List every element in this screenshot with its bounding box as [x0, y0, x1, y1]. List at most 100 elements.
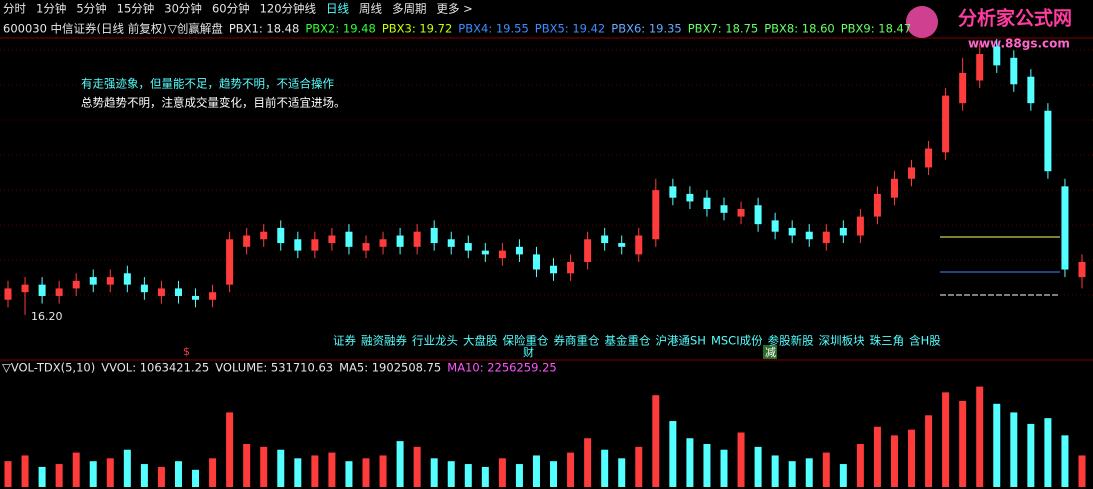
candle-body [72, 280, 80, 289]
volume-bar [345, 461, 353, 487]
toolbar: 分时 1分钟 5分钟 15分钟 30分钟 60分钟 120分钟线 日线 周线 多周期 更多 > [3, 2, 473, 16]
volume-bar [1044, 418, 1052, 487]
volume-bar [601, 449, 609, 487]
candle-body [260, 231, 268, 240]
logo-url: www.88gs.com [968, 37, 1070, 51]
logo-name: 分析家公式网 [958, 7, 1072, 30]
candle-body [174, 288, 182, 296]
toolbar-tab[interactable]: 日线 [326, 2, 349, 16]
volume-bar [430, 458, 438, 487]
candle-body [839, 227, 847, 236]
sector-tag[interactable]: 券商重仓 [554, 334, 600, 348]
volume-bar [243, 443, 251, 487]
candle-body [209, 292, 217, 300]
volume-bar [856, 443, 864, 487]
sector-tag[interactable]: 保险重仓 [503, 334, 549, 348]
sector-tag[interactable]: 融资融券 [361, 334, 407, 348]
sector-tag[interactable]: 大盘股 [463, 334, 498, 348]
candle-body [294, 239, 302, 251]
marker-bg [763, 345, 777, 359]
candle-body [959, 72, 967, 104]
candle-body [584, 239, 592, 262]
candle-body [311, 239, 319, 251]
sector-tag[interactable]: 沪港通SH [656, 334, 706, 348]
volume-bar [226, 412, 234, 487]
candle-body [1027, 76, 1035, 104]
volume-bar [464, 464, 472, 487]
volume-bar [567, 452, 575, 487]
volume-bar [140, 464, 148, 487]
volume-bar [890, 435, 898, 487]
candle-body [788, 227, 796, 236]
candle-body [1078, 261, 1086, 278]
candle-body [737, 209, 745, 217]
volume-bar [771, 455, 779, 487]
toolbar-tab[interactable]: 5分钟 [76, 2, 106, 16]
pbx-value: PBX4: 19.55 [458, 22, 528, 36]
candle-body [873, 193, 881, 217]
candle-body [550, 265, 558, 274]
candle-body [532, 254, 540, 270]
candle-body [123, 273, 131, 285]
candle-body [976, 54, 984, 81]
toolbar-tab[interactable]: 分时 [3, 2, 26, 16]
marker-cai: 财 [523, 345, 534, 359]
pbx-value: PBX3: 19.72 [382, 22, 452, 36]
volume-bar [55, 464, 63, 487]
toolbar-tab[interactable]: 120分钟线 [260, 2, 317, 16]
candle-body [720, 205, 728, 213]
candle-body [89, 277, 97, 285]
candle-body [430, 227, 438, 244]
candle-body [1010, 57, 1018, 85]
volume-bar [532, 455, 540, 487]
sector-tag[interactable]: 含H股 [909, 334, 941, 348]
volume-bar [106, 458, 114, 487]
candle-body [856, 216, 864, 236]
sector-tag[interactable]: MSCI成份 [711, 334, 763, 348]
volume-header: VOLUME: 531710.63 [215, 361, 333, 375]
volume-bar [669, 421, 677, 487]
candle-body [908, 167, 916, 179]
volume-bar [959, 400, 967, 487]
volume-bar [1078, 455, 1086, 487]
volume-bar [294, 458, 302, 487]
volume-bar [123, 449, 131, 487]
volume-bar [1010, 412, 1018, 487]
sector-tag[interactable]: 参股新股 [768, 334, 814, 348]
pbx-value: PBX7: 18.75 [688, 22, 758, 36]
volume-bar [38, 466, 46, 487]
marker-dollar: $ [183, 345, 190, 358]
pbx-value: PBX5: 19.42 [535, 22, 605, 36]
toolbar-tab[interactable]: 1分钟 [36, 2, 66, 16]
volume-bar [21, 455, 29, 487]
toolbar-tab[interactable]: 更多 > [437, 2, 473, 16]
toolbar-tab[interactable]: 周线 [359, 2, 382, 16]
indicator-name[interactable]: ▽创赢解盘 [168, 22, 223, 36]
marker-jian: 减 [765, 346, 776, 359]
toolbar-tab[interactable]: 多周期 [392, 2, 427, 16]
pbx-value: PBX2: 19.48 [305, 22, 375, 36]
volume-header: ▽VOL-TDX(5,10) [2, 361, 95, 375]
volume-bar [396, 441, 404, 487]
candle-body [618, 243, 626, 247]
candle-body [635, 235, 643, 255]
toolbar-tab[interactable]: 15分钟 [117, 2, 155, 16]
sector-tag[interactable]: 行业龙头 [412, 334, 458, 348]
sector-tag[interactable]: 珠三角 [870, 334, 905, 348]
sector-tag[interactable]: 深圳板块 [819, 334, 865, 348]
candle-body [993, 46, 1001, 66]
volume-bar [788, 461, 796, 487]
volume-bar [686, 438, 694, 487]
candle-body [652, 190, 660, 240]
toolbar-tab[interactable]: 60分钟 [212, 2, 250, 16]
sector-tag[interactable]: 基金重仓 [605, 334, 651, 348]
toolbar-tab[interactable]: 30分钟 [164, 2, 202, 16]
annotation: 总势趋势不明，注意成交量变化，目前不适宜进场。 [81, 96, 346, 110]
candle-body [669, 186, 677, 198]
candle-body [447, 239, 455, 247]
sector-tag[interactable]: 证券 [333, 334, 356, 348]
candle-body [805, 231, 813, 240]
volume-bar [277, 449, 285, 487]
